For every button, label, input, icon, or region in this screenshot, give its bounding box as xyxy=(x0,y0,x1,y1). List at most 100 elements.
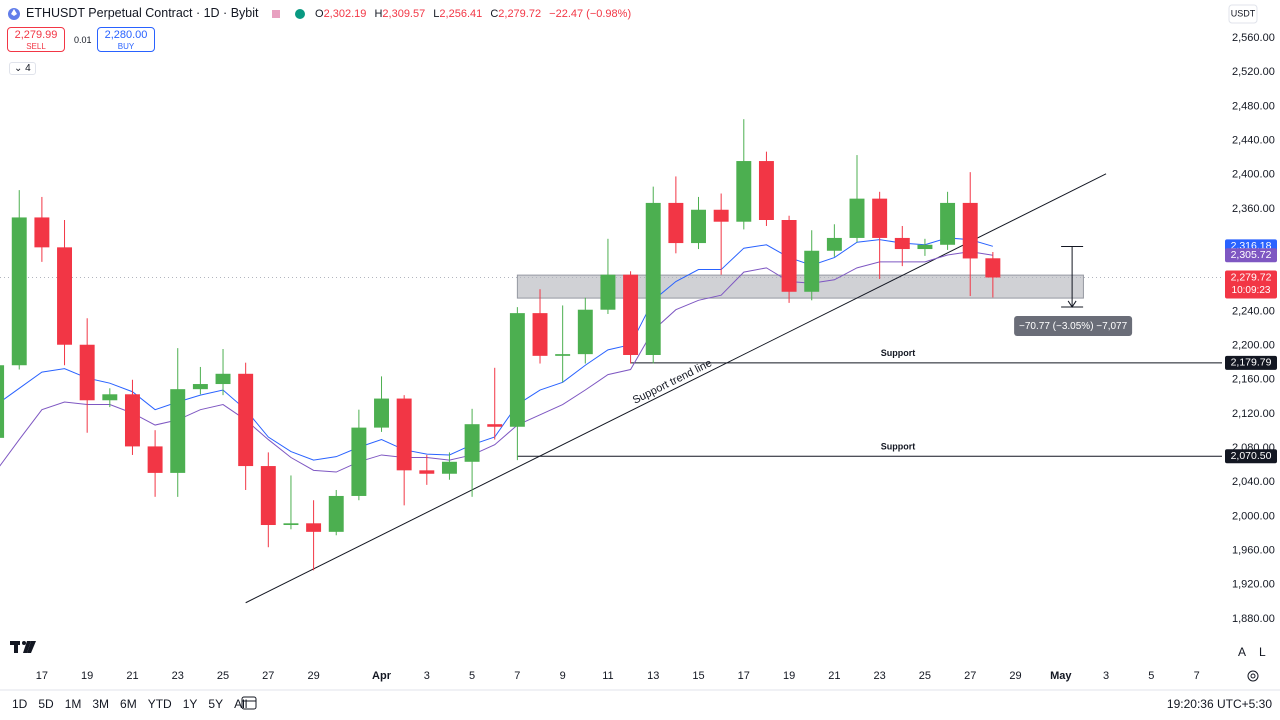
candle-body xyxy=(532,313,548,356)
y-tick-label: 2,440.00 xyxy=(1232,134,1275,146)
sell-label: SELL xyxy=(26,42,46,51)
x-tick-label: 5 xyxy=(469,670,475,682)
buy-button[interactable]: 2,280.00 BUY xyxy=(97,27,155,52)
candle-body xyxy=(260,466,276,526)
x-tick-label: 29 xyxy=(1009,670,1021,682)
clock: 19:20:36 UTC+5:30 xyxy=(1166,697,1272,711)
x-tick-label: 29 xyxy=(307,670,319,682)
price-tag-countdown: 10:09:23 xyxy=(1232,285,1271,296)
x-tick-label: 13 xyxy=(647,670,659,682)
candle-body xyxy=(79,344,95,401)
price-tag xyxy=(1225,355,1277,370)
candle-body xyxy=(555,354,571,356)
auto-scale-button[interactable]: A xyxy=(1238,645,1247,659)
y-tick-label: 2,560.00 xyxy=(1232,32,1275,44)
candle-body xyxy=(691,209,706,244)
x-tick-label: 25 xyxy=(919,670,931,682)
x-tick-label: May xyxy=(1050,670,1072,682)
candle-body xyxy=(872,198,888,238)
change: −22.47 (−0.98%) xyxy=(549,8,632,20)
candle-body xyxy=(283,523,299,526)
sell-button[interactable]: 2,279.99 SELL xyxy=(7,27,65,52)
range-button[interactable]: 1Y xyxy=(182,697,198,711)
candle-body xyxy=(668,202,684,244)
x-tick-label: 17 xyxy=(36,670,48,682)
range-button[interactable]: 1D xyxy=(12,697,28,711)
candle-body xyxy=(600,274,616,310)
ohlc-value: 2,256.41 xyxy=(439,8,483,20)
range-button[interactable]: 3M xyxy=(92,697,110,711)
indicators-toggle[interactable]: ⌄ 4 xyxy=(9,62,36,75)
x-tick-label: 15 xyxy=(692,670,704,682)
x-tick-label: 19 xyxy=(783,670,795,682)
range-button[interactable]: 5Y xyxy=(208,697,224,711)
currency-label: USDT xyxy=(1231,8,1256,18)
x-tick-label: 7 xyxy=(514,670,520,682)
calendar-icon[interactable] xyxy=(241,696,257,710)
x-tick-label: 27 xyxy=(964,670,976,682)
flag-icon[interactable] xyxy=(272,10,280,18)
price-tag-label: 2,070.50 xyxy=(1231,450,1272,462)
currency-button[interactable] xyxy=(1228,4,1258,24)
x-tick-label: 3 xyxy=(424,670,430,682)
range-button[interactable]: 5D xyxy=(38,697,54,711)
candle-body xyxy=(170,389,186,473)
candle-body xyxy=(192,384,208,390)
y-tick-label: 1,880.00 xyxy=(1232,613,1275,625)
range-button[interactable]: YTD xyxy=(147,697,172,711)
range-button[interactable]: 1M xyxy=(64,697,82,711)
log-scale-button[interactable]: L xyxy=(1259,645,1266,659)
candle-body xyxy=(34,217,50,248)
settings-icon[interactable] xyxy=(1247,670,1259,682)
y-tick-label: 2,000.00 xyxy=(1232,510,1275,522)
candle-body xyxy=(102,394,118,401)
tv-logo xyxy=(10,641,36,653)
sell-price: 2,279.99 xyxy=(14,29,58,41)
range-button[interactable]: 6M xyxy=(120,697,137,711)
buy-price: 2,280.00 xyxy=(104,29,148,41)
ohlc-key: C xyxy=(490,8,499,20)
candle-body xyxy=(894,237,910,250)
y-tick-label: 2,480.00 xyxy=(1232,100,1275,112)
measure-arrow xyxy=(1067,300,1077,308)
status-dot xyxy=(295,9,305,19)
x-tick-label: 5 xyxy=(1148,670,1154,682)
symbol-icon-mark xyxy=(11,9,17,16)
candle-body xyxy=(306,523,322,532)
chart-title: ETHUSDT Perpetual Contract · 1D · Bybit xyxy=(26,6,259,20)
candle-body xyxy=(645,202,661,355)
candle-body xyxy=(804,250,820,292)
candle-body xyxy=(487,424,503,427)
x-tick-label: 23 xyxy=(874,670,886,682)
x-tick-label: 17 xyxy=(738,670,750,682)
buy-label: BUY xyxy=(117,42,135,51)
range-button[interactable]: All xyxy=(234,697,248,711)
candle-body xyxy=(328,495,344,532)
ohlc-value: 2,279.72 xyxy=(498,8,542,20)
measure-label: −70.77 (−3.05%) −7,077 xyxy=(1019,321,1128,332)
x-tick-label: 9 xyxy=(560,670,566,682)
moving-average xyxy=(0,251,993,473)
price-tag xyxy=(1225,449,1277,464)
ohlc-key: H xyxy=(374,8,383,20)
candle-body xyxy=(713,209,729,222)
candle-body xyxy=(758,161,774,220)
y-tick-label: 2,400.00 xyxy=(1232,169,1275,181)
x-tick-label: 25 xyxy=(217,670,229,682)
trend-line-label: Support trend line xyxy=(631,357,714,406)
candle-body xyxy=(215,373,231,385)
candle-body xyxy=(464,424,480,462)
price-tag xyxy=(1225,270,1277,299)
candle-body xyxy=(917,244,933,250)
x-tick-label: 11 xyxy=(602,670,613,682)
x-tick-label: 7 xyxy=(1194,670,1200,682)
candle-body xyxy=(441,461,457,474)
x-tick-label: 23 xyxy=(172,670,184,682)
candle-body xyxy=(985,258,1001,278)
candle-body xyxy=(509,313,525,427)
x-tick-label: 27 xyxy=(262,670,274,682)
y-tick-label: 2,040.00 xyxy=(1232,476,1275,488)
settings-icon-center xyxy=(1250,673,1256,679)
